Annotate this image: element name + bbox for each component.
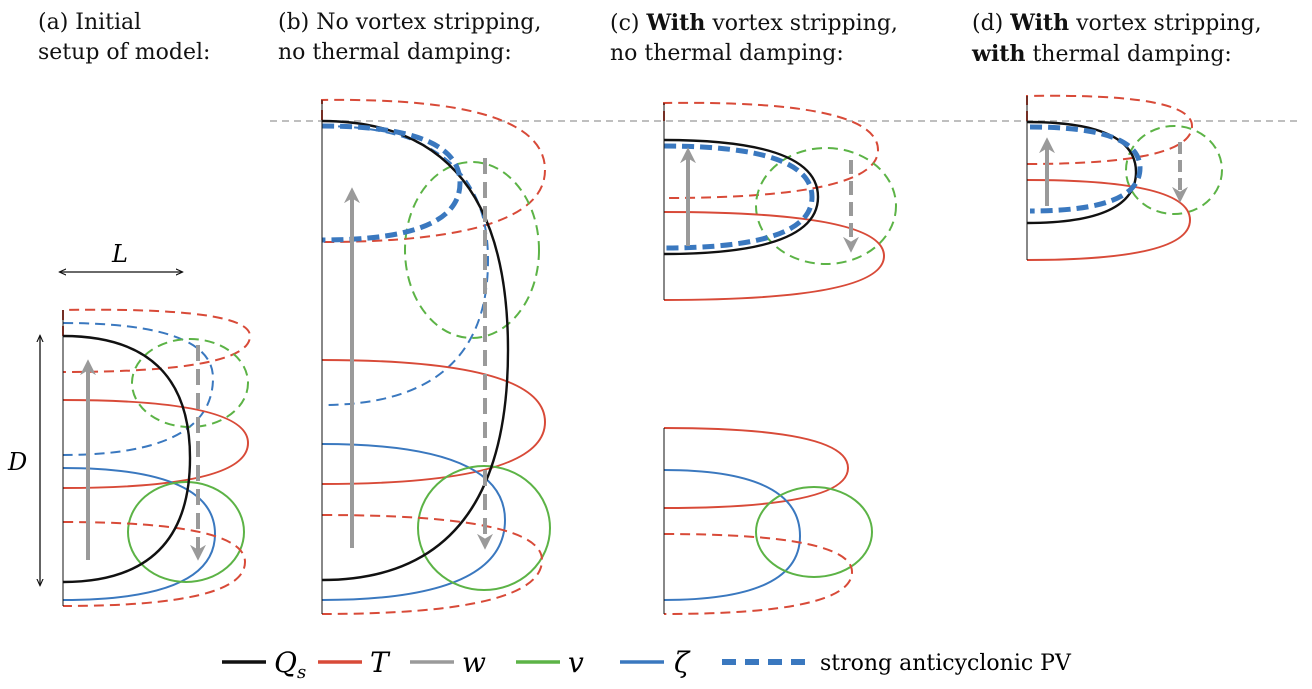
temperature-anomaly-mid	[62, 399, 250, 489]
panel-a-title-line2: setup of model:	[38, 40, 211, 65]
panel-a-title-line1: (a) Initial	[38, 10, 142, 35]
velocity-anomaly-lower	[755, 486, 873, 578]
temperature-anomaly-lower-solid	[663, 427, 850, 509]
panel-c-title: (c) With vortex stripping, no thermal da…	[610, 8, 898, 69]
panel-d-prefix: (d)	[972, 11, 1011, 36]
panel-c-diagram	[663, 101, 897, 615]
panel-c-title-line1: (c) With vortex stripping,	[610, 8, 898, 39]
vorticity-anomaly-upper	[62, 322, 215, 456]
panel-d-title-line1: (d) With vortex stripping,	[972, 8, 1262, 39]
velocity-anomaly-lower	[127, 481, 245, 583]
legend-v-label: v	[568, 646, 584, 679]
panel-a-title: (a) Initial setup of model:	[38, 8, 210, 68]
temperature-anomaly-upper	[321, 98, 547, 243]
panel-b-title-line1: (b) No vortex stripping,	[278, 10, 542, 35]
panel-c-prefix: (c)	[610, 11, 647, 36]
panel-d-bold: With	[1010, 10, 1070, 36]
vorticity-anomaly-lower	[62, 467, 217, 601]
qs-contour	[321, 119, 510, 582]
legend-qs-label: Qs	[274, 646, 306, 683]
temperature-anomaly-upper	[1026, 94, 1194, 165]
width-label: L	[111, 240, 128, 268]
temperature-anomaly-upper	[663, 101, 880, 199]
legend-pv-label: strong anticyclonic PV	[820, 651, 1072, 676]
panel-c-rest: vortex stripping,	[705, 11, 898, 36]
velocity-anomaly-upper	[755, 147, 897, 265]
vorticity-anomaly-lower	[321, 443, 507, 601]
strong-anticyclonic-pv	[321, 123, 463, 243]
temperature-anomaly-mid	[663, 211, 886, 301]
strong-anticyclonic-pv	[663, 143, 815, 251]
legend-zeta-label: ζ	[674, 646, 691, 679]
depth-label: D	[7, 448, 27, 476]
panel-b-diagram	[321, 98, 551, 615]
velocity-anomaly-upper	[131, 338, 249, 428]
panel-d-rest2: thermal damping:	[1025, 42, 1232, 67]
qs-contour	[1026, 120, 1138, 225]
temperature-anomaly-lower-dashed	[663, 533, 854, 615]
panel-c-bold: With	[646, 10, 706, 36]
panel-d-diagram	[1026, 94, 1223, 261]
panel-d-title: (d) With vortex stripping, with thermal …	[972, 8, 1262, 70]
velocity-anomaly-lower	[417, 465, 551, 591]
vorticity-anomaly-lower	[663, 469, 802, 601]
temperature-anomaly-mid	[1026, 179, 1192, 261]
temperature-anomaly-lower	[321, 514, 544, 615]
strong-anticyclonic-pv	[1029, 124, 1143, 214]
temperature-anomaly-upper	[62, 308, 252, 373]
temperature-anomaly-mid	[321, 359, 547, 485]
qs-contour	[663, 138, 820, 256]
velocity-anomaly-upper	[404, 161, 540, 339]
velocity-anomaly-upper	[1125, 125, 1223, 215]
panel-d-title-line2: with thermal damping:	[972, 39, 1262, 70]
temperature-anomaly-lower	[62, 521, 247, 607]
panel-b-title: (b) No vortex stripping, no thermal damp…	[278, 8, 541, 68]
legend-t-label: T	[370, 646, 391, 679]
legend-w-label: w	[462, 646, 486, 679]
panel-a-diagram	[40, 272, 252, 607]
panel-b-title-line2: no thermal damping:	[278, 40, 512, 65]
panel-c-title-line2: no thermal damping:	[610, 41, 844, 66]
panel-d-bold2: with	[972, 41, 1026, 67]
panel-d-rest: vortex stripping,	[1069, 11, 1262, 36]
qs-contour	[62, 334, 192, 584]
legend: Qs T w v ζ strong anticyclonic PV	[222, 646, 1072, 683]
